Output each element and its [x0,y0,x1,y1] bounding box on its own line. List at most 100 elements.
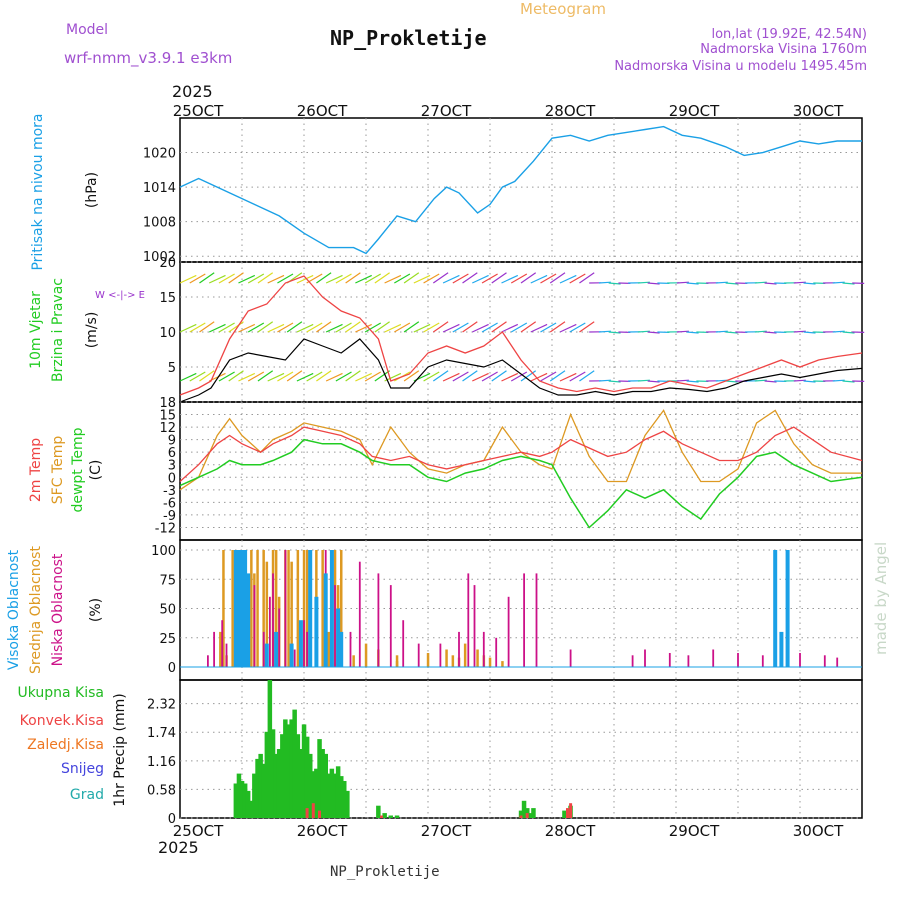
precip-bar [525,813,529,818]
panel-frame [179,117,863,263]
wind-barb [842,380,855,383]
wind-barb [238,323,256,333]
wind-barb [423,371,440,382]
wind-barb [569,273,586,284]
wind-barb [257,370,274,382]
y-tick-label: 20 [159,256,176,271]
cloud-bar-low [823,655,826,667]
wind-barb [306,322,323,333]
cloud-bar-mid [501,661,504,667]
cloud-bar-low [473,585,476,667]
wind-barb [228,272,244,284]
pressure-line [179,125,862,255]
wind-barb [462,321,478,333]
wind-speed-line [179,338,863,403]
cloud-bar-low [495,637,498,668]
x-tick-label-bottom: 28OCT [545,822,596,840]
cloud-bar-low [712,649,715,667]
wind-barb [345,272,361,284]
y-tick-label: 0 [168,661,176,676]
page-title: NP_Prokletije [330,26,487,50]
precip-bar [273,753,279,818]
wind-barb [647,331,660,334]
precip-bar [308,753,313,818]
y-tick-label: 0 [168,812,176,827]
wind-barb [754,330,767,333]
wind-barb [277,273,294,284]
wind-barb [481,322,498,333]
wind-barb [208,323,226,333]
y-tick-label: 3 [168,459,176,474]
wind-barb [238,274,256,284]
wind-barb [842,331,855,334]
wind-barb [510,273,528,284]
cloud-bar-high [289,643,294,667]
wind-barb [559,274,577,284]
cloud-bar-high [785,550,790,667]
wind-barb [355,372,372,382]
cloud-bar-low [644,649,646,667]
y-tick-label: 75 [159,573,176,588]
wind-barb [374,272,390,284]
wind-barb [384,274,402,284]
y-tick-label: 2.32 [147,698,176,713]
x-tick-label-top: 26OCT [297,102,348,120]
ylabel-pressure-unit: (hPa) [84,172,100,208]
wind-barb [267,274,285,284]
wind-barb [754,281,767,284]
wind-barb [355,274,372,284]
wind-barb [481,273,498,284]
wind-barb [569,322,586,333]
wind-barb [277,322,294,333]
wind-barb [355,323,372,333]
precip-bar [531,808,536,818]
wind-barb [608,380,621,383]
cloud-bar-mid [265,561,269,667]
precip-bar [270,729,276,818]
wind-barb [296,323,314,333]
ylabel-wind-2: Brzina i Pravac [50,278,66,382]
cloud-bar-low [306,631,308,667]
cloud-bar-mid [476,649,479,667]
precip-bar [525,808,530,818]
wind-barb [257,321,274,333]
sfc-temp-line [179,409,862,491]
ylabel-wind-unit: (m/s) [84,312,100,349]
ylabel-pressure: Pritisak na nivou mora [30,113,46,270]
wind-barb [247,322,265,333]
cloud-bar-low [284,550,287,667]
precip-bar [528,813,533,818]
precip-bar [314,768,319,818]
cloud-bar-low [467,573,470,667]
wind-barb [608,282,621,285]
cloud-bar-low [207,655,209,667]
cloud-bar-high [779,631,784,667]
y-tick-label: 0.58 [147,783,176,798]
cloud-bar-low [836,657,839,667]
wind-barb [432,321,449,333]
cloud-bar-mid [364,643,368,667]
wind-barb [423,322,440,333]
wind-barb [559,372,577,382]
precip-legend-1: Konvek.Kisa [20,713,104,729]
wind-barb [442,372,460,382]
wind-barb [520,321,537,333]
precip-bar [318,810,321,818]
precip-bar [252,773,257,818]
cloud-bar-low [535,573,538,667]
precip-bar [305,808,309,818]
precip-legend-4: Grad [70,787,104,803]
precip-legend-2: Zaledj.Kisa [27,737,104,753]
cloud-bar-high [243,550,248,667]
cloud-bar-mid [250,550,253,667]
precip-bar [242,783,248,818]
cloud-bar-mid [327,631,330,667]
wind-barb [442,274,460,284]
y-tick-label: 0 [168,471,176,486]
y-tick-label: 1020 [143,147,176,162]
wind-barb [179,323,197,333]
wind-barb [296,372,314,382]
cloud-bar-high [339,631,344,667]
wind-barb [549,321,566,333]
precip-bar [335,766,341,819]
